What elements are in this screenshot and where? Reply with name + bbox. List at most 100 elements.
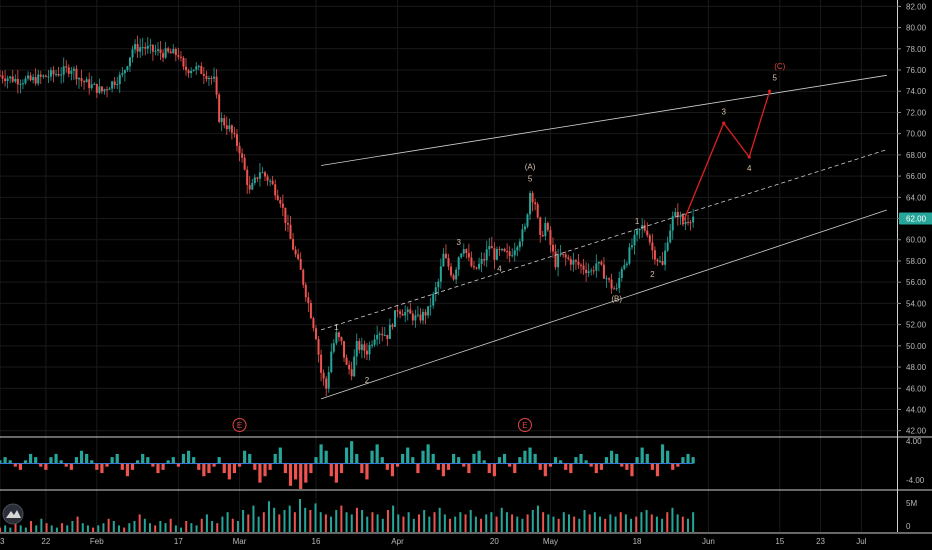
candle-body [368,344,371,355]
oscillator-bar [141,453,145,464]
candle-body [325,378,328,389]
oscillator-bar [523,450,527,464]
candle-body [233,132,236,135]
candle-body [679,215,682,218]
volume-bar [645,510,648,532]
candle-body [136,44,139,52]
price-tick-label: 70.00 [906,130,927,139]
oscillator-bar [100,463,104,474]
candle-body [416,314,419,316]
volume-bar [340,505,343,532]
price-tick-label: 66.00 [906,172,927,181]
volume-bar [635,516,638,532]
oscillator-bar [288,463,293,486]
candle-body [284,207,287,223]
wave-label: (B) [611,294,622,303]
candle-body [343,341,346,358]
volume-bar [505,512,508,532]
oscillator-bar [28,453,33,464]
candle-body [62,66,65,75]
price-tick-label: 42.00 [906,427,927,436]
volume-bar [164,523,167,532]
candle-body [358,341,361,350]
volume-bar [55,527,58,532]
trend-channel[interactable] [320,74,887,400]
oscillator-bar [615,453,619,464]
candle-body [146,45,149,49]
candle-body [156,49,159,51]
earnings-marker [232,418,247,432]
candle-body [167,48,170,52]
volume-bar [257,516,260,532]
candle-body [620,268,623,279]
candle-body [322,372,325,379]
candle-body [312,318,315,329]
candle-body [656,259,659,262]
volume-bar [381,518,384,532]
oscillator-bar [309,463,313,474]
candle-body [503,249,506,252]
candle-body [526,214,529,227]
oscillator-bar [130,463,135,470]
candle-body [378,333,381,335]
candle-body [363,344,366,351]
candle-body [309,303,312,319]
oscillator-bar [339,463,344,474]
candle-body [498,249,501,251]
oscillator-bar [395,463,400,467]
candle-body [131,49,134,58]
oscillator-bar [390,463,395,477]
oscillator-bar [375,444,379,464]
volume-bar [552,516,555,532]
volume-bar [92,527,95,532]
volume-bar [567,514,570,532]
oscillator-bar [472,453,476,464]
oscillator-bar [59,460,63,464]
volume-bar [30,521,33,532]
volume-bar [469,510,472,532]
candle-body [666,242,669,251]
candle-body [551,244,554,252]
candle-body [661,260,664,265]
candle-body [52,70,55,75]
volume-bar [107,518,110,532]
oscillator-bar [553,457,558,464]
price-tick-label: 50.00 [906,342,927,351]
oscillator-bar [125,463,130,477]
elliott-projection[interactable] [682,89,772,224]
volume-bar [692,512,695,532]
candle-body [495,249,498,260]
time-tick-label: Jun [702,537,715,546]
volume-bar [324,514,327,532]
candle-body [549,230,552,245]
volume-bar [76,516,79,532]
oscillator-bar [355,453,359,464]
oscillator-bar [451,453,456,464]
candle-body [411,313,414,321]
price-tick-label: 52.00 [906,321,927,330]
oscillator-bar [217,457,221,464]
oscillator-bar [584,460,588,464]
oscillator-bar [370,450,374,464]
oscillator-bar [625,463,629,470]
candle-body [286,222,289,225]
oscillator-tick-label: -4.00 [906,476,925,485]
candle-body [90,84,93,89]
candle-body [353,356,356,377]
price-tick-label: 82.00 [906,2,927,11]
candle-body [536,204,539,218]
oscillator-bar [243,450,247,464]
oscillator-bar [304,463,308,483]
candle-body [653,250,656,260]
oscillator-bar [151,463,155,467]
volume-bar [0,527,1,532]
oscillator-bar [136,460,140,464]
volume-bar [319,512,322,532]
volume-bar [547,514,550,532]
candle-body [623,265,626,269]
oscillator-bar [324,450,328,464]
tradingview-logo[interactable] [2,503,24,525]
